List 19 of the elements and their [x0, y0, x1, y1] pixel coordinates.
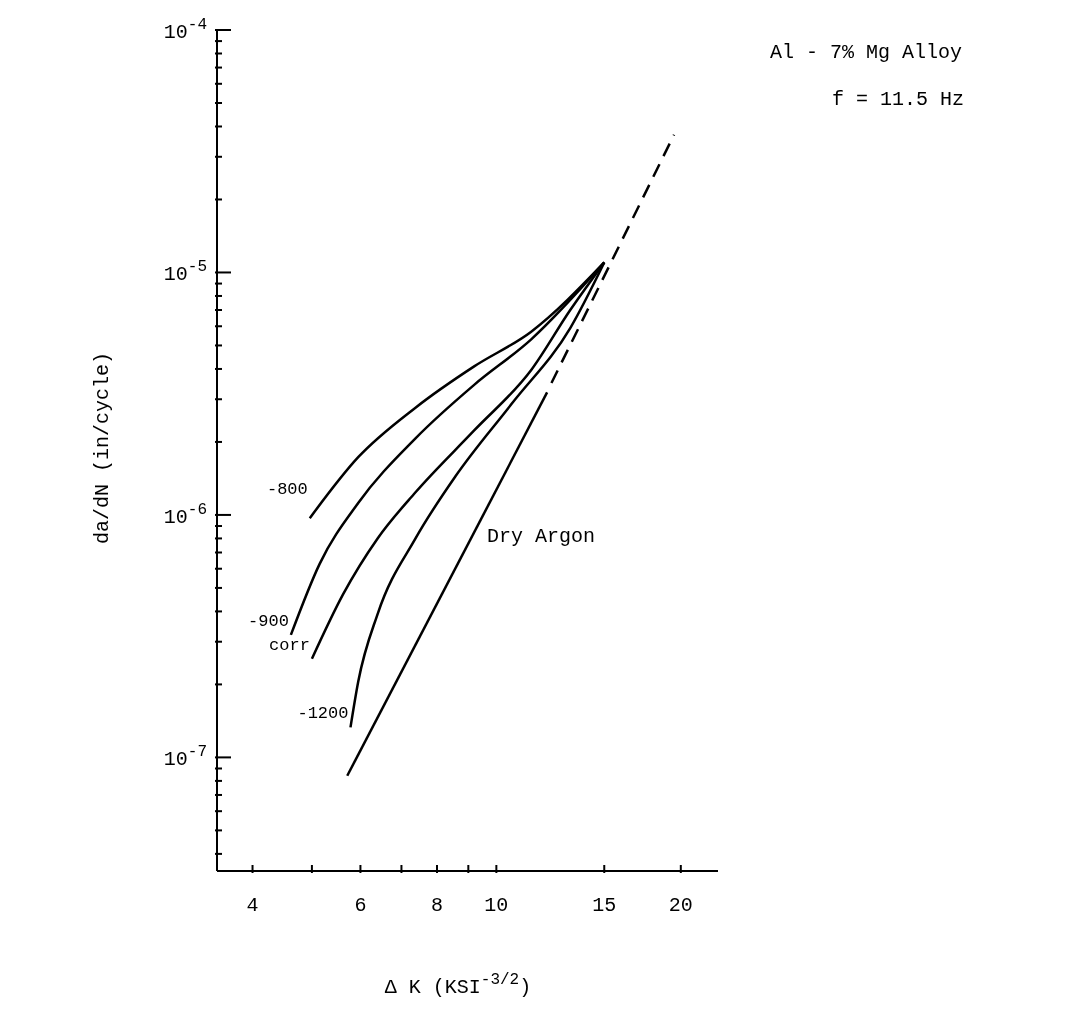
series-label: Dry Argon	[487, 525, 596, 549]
y-axis-title: da/dN (in/cycle)	[91, 351, 114, 545]
x-tick-label: 6	[354, 894, 367, 917]
series-label: -1200	[297, 704, 349, 724]
y-tick-label: 10$^{-7}$	[163, 743, 207, 772]
y-tick-label: 10$^{-4}$	[163, 16, 207, 44]
series-label: corr	[269, 635, 310, 655]
y-tick-label: 10$^{-5}$	[163, 258, 207, 287]
series-label: -900	[248, 611, 289, 631]
text: Al - 7% Mg Alloy	[770, 41, 963, 64]
text: f = 11.5 Hz	[831, 88, 965, 111]
x-tick-label: 20	[668, 894, 693, 917]
x-tick-label: 8	[430, 894, 443, 917]
x-axis-title: Δ K (KSI$^{-3/2}$)	[384, 971, 532, 999]
y-tick-label: 10$^{-6}$	[163, 500, 207, 529]
x-tick-label: 15	[592, 894, 617, 917]
x-tick-label: 4	[246, 894, 259, 917]
series-label: -800	[266, 480, 308, 500]
x-tick-label: 10	[484, 894, 509, 917]
